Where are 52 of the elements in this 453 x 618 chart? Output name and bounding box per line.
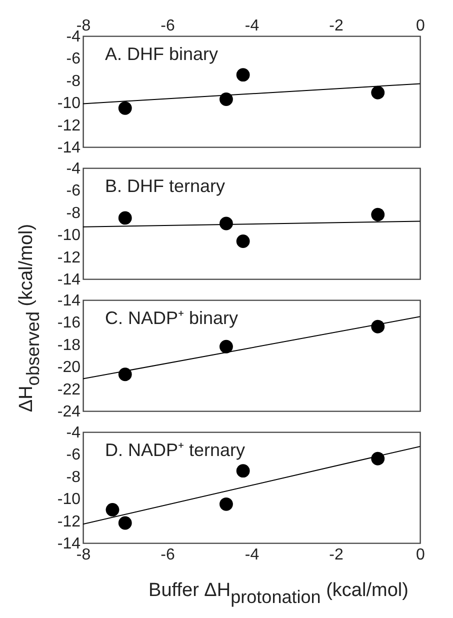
point [236, 234, 250, 248]
y-tick-label: -14 [57, 140, 81, 156]
y-tick-label: -10 [57, 227, 81, 244]
point [236, 68, 250, 82]
point [371, 452, 385, 466]
point [106, 503, 120, 516]
point [220, 92, 233, 106]
y-tick-label: -14 [57, 536, 81, 552]
y-tick-label: -4 [66, 424, 81, 442]
point [236, 464, 250, 478]
annotation: B. DHF ternary [105, 176, 226, 196]
point [118, 101, 132, 115]
point [220, 216, 233, 230]
x-tick-label: -6 [160, 546, 175, 564]
point [371, 86, 385, 100]
y-tick-label: -4 [66, 160, 81, 178]
point [220, 497, 233, 511]
y-tick-label: -12 [57, 249, 81, 266]
annotation: D. NADP⁺ ternary [105, 440, 246, 460]
x-tick-label: -2 [329, 18, 344, 34]
y-tick-label: -10 [57, 491, 81, 508]
point [220, 340, 233, 354]
x-tick-label: 0 [416, 546, 426, 564]
x-tick-label: -6 [160, 18, 175, 34]
y-tick-label: -8 [66, 72, 81, 90]
y-tick-label: -6 [66, 182, 81, 200]
point [118, 211, 132, 225]
point [371, 320, 385, 334]
x-tick-label: 0 [416, 18, 426, 34]
y-tick-label: -8 [66, 204, 81, 222]
y-tick-label: -12 [57, 513, 81, 530]
y-tick-label: -20 [57, 359, 81, 376]
x-tick-label: -4 [244, 546, 260, 564]
annotation: A. DHF binary [105, 44, 218, 64]
y-tick-label: -14 [57, 292, 81, 310]
x-tick-label: -2 [329, 546, 344, 564]
y-tick-label: -18 [57, 336, 81, 354]
y-tick-label: -8 [66, 468, 81, 486]
y-tick-label: -6 [66, 446, 81, 464]
y-tick-label: -14 [57, 272, 81, 288]
y-tick-label: -10 [57, 95, 81, 112]
x-tick-label: -4 [244, 18, 260, 34]
y-tick-label: -4 [66, 28, 81, 46]
y-tick-label: -24 [57, 404, 81, 420]
point [118, 516, 132, 530]
y-tick-label: -12 [57, 117, 81, 134]
point [371, 208, 385, 222]
y-tick-label: -6 [66, 50, 81, 68]
annotation: C. NADP⁺ binary [105, 308, 238, 328]
point [118, 368, 132, 382]
y-tick-label: -22 [57, 381, 81, 398]
y-tick-label: -16 [57, 314, 81, 332]
